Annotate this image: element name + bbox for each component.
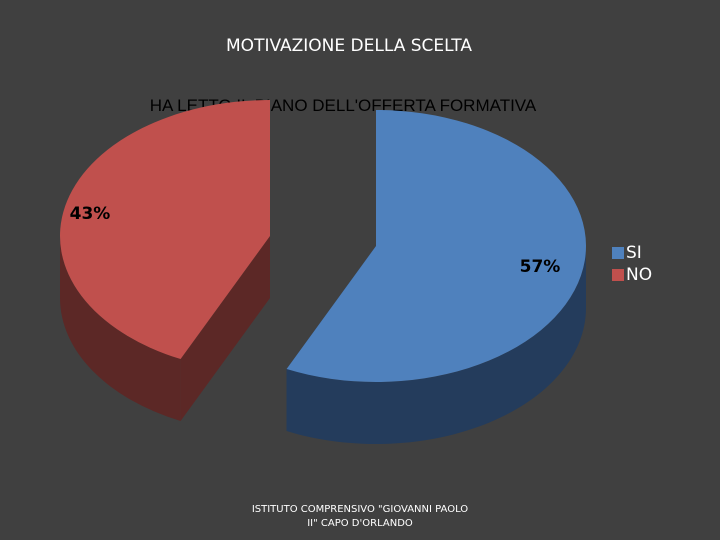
legend-swatch-si bbox=[612, 247, 624, 259]
slide-title: MOTIVAZIONE DELLA SCELTA bbox=[226, 36, 472, 56]
footer-text: ISTITUTO COMPRENSIVO "GIOVANNI PAOLO II"… bbox=[251, 504, 469, 529]
chart-legend: SI NO bbox=[612, 242, 652, 286]
slice-no bbox=[60, 100, 270, 360]
legend-label-si: SI bbox=[626, 243, 642, 263]
slice-side-no-0 bbox=[60, 236, 181, 422]
legend-swatch-no bbox=[612, 269, 624, 281]
legend-item-no: NO bbox=[612, 264, 652, 286]
slice-side-si-0 bbox=[286, 246, 586, 445]
legend-item-si: SI bbox=[612, 242, 652, 264]
slice-wall-no-0 bbox=[180, 236, 270, 422]
legend-label-no: NO bbox=[626, 265, 653, 285]
slice-si bbox=[286, 110, 586, 383]
data-label-si: 57% bbox=[520, 257, 561, 277]
data-label-no: 43% bbox=[70, 204, 111, 224]
